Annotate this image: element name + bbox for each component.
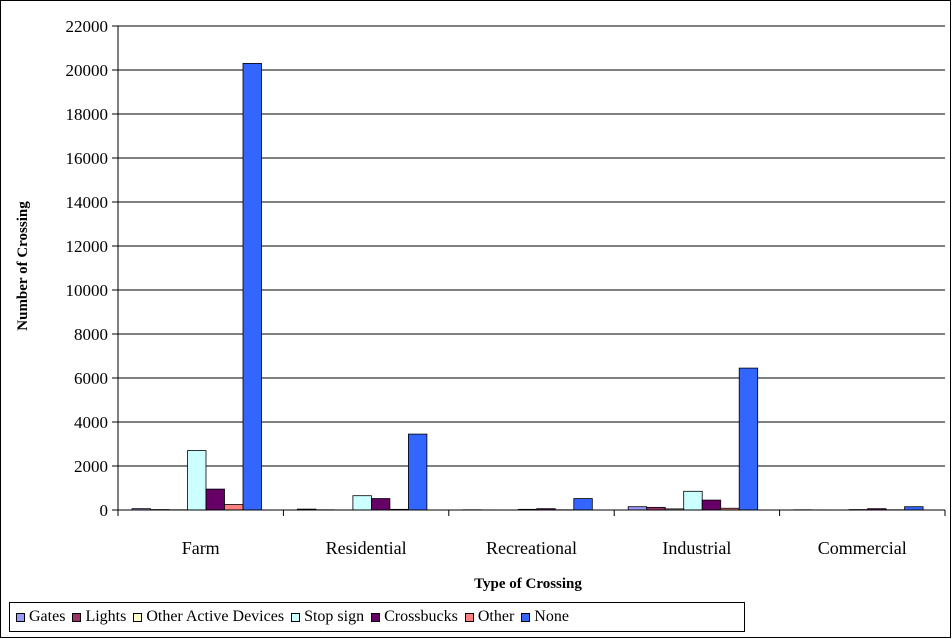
category-label: Recreational: [486, 538, 577, 558]
bar-none-residential: [407, 433, 428, 511]
y-tick-label: 20000: [66, 61, 109, 80]
legend-label: Other: [477, 608, 515, 625]
legend-swatch: [291, 612, 301, 622]
category-label: Farm: [182, 538, 220, 558]
legend-swatch: [371, 612, 381, 622]
bar-stop-sign-farm: [187, 450, 207, 511]
y-tick-label: 6000: [74, 369, 108, 388]
y-tick-label: 4000: [74, 413, 108, 432]
y-tick-label: 18000: [66, 105, 109, 124]
category-label: Commercial: [818, 538, 907, 558]
legend-label: Lights: [85, 608, 127, 625]
bar-stop-sign-industrial: [683, 490, 703, 511]
y-tick-label: 0: [100, 501, 109, 520]
y-tick-label: 12000: [66, 237, 109, 256]
bar-crossbucks-industrial: [701, 499, 722, 511]
x-axis-title: Type of Crossing: [474, 576, 582, 592]
legend-label: Crossbucks: [384, 608, 458, 625]
axes: 0 2000 4000 6000 8000 10000 12000 14000 16000 180…: [66, 17, 946, 558]
y-tick-label: 16000: [66, 149, 109, 168]
bar-crossbucks-farm: [205, 488, 225, 511]
bar-none-farm: [242, 63, 262, 511]
bar-crossbucks-residential: [370, 498, 391, 511]
y-tick-label: 8000: [74, 325, 108, 344]
legend-label: Gates: [29, 608, 66, 625]
gridlines: [118, 25, 945, 467]
category-label: Industrial: [662, 538, 731, 558]
legend-item: Stop sign: [291, 608, 364, 626]
legend-swatch: [133, 612, 143, 622]
bars: [131, 63, 924, 511]
legend: Gates Lights Other Active Devices Stop sign…: [9, 602, 745, 632]
legend-swatch: [72, 612, 82, 622]
category-label: Residential: [326, 538, 407, 558]
legend-item: Gates: [16, 608, 65, 626]
bar-stop-sign-residential: [352, 495, 372, 511]
y-tick-label: 2000: [74, 457, 108, 476]
legend-swatch: [521, 612, 531, 622]
legend-item: Lights: [72, 608, 126, 626]
y-tick-label: 10000: [66, 281, 109, 300]
bar-other-farm: [224, 504, 244, 511]
y-tick-label: 22000: [66, 17, 109, 36]
legend-label: Other Active Devices: [146, 608, 285, 625]
y-axis-title: Number of Crossing: [15, 201, 31, 331]
bar-none-recreational: [573, 498, 593, 511]
legend-item: Other Active Devices: [133, 608, 284, 626]
legend-label: None: [534, 608, 569, 625]
bar-none-industrial: [738, 367, 759, 511]
legend-item: Other: [464, 608, 515, 626]
legend-swatch: [464, 612, 474, 622]
legend-swatch: [16, 612, 25, 622]
legend-item: None: [521, 608, 569, 626]
legend-label: Stop sign: [304, 608, 365, 625]
legend-item: Crossbucks: [371, 608, 458, 626]
y-tick-label: 14000: [66, 193, 109, 212]
